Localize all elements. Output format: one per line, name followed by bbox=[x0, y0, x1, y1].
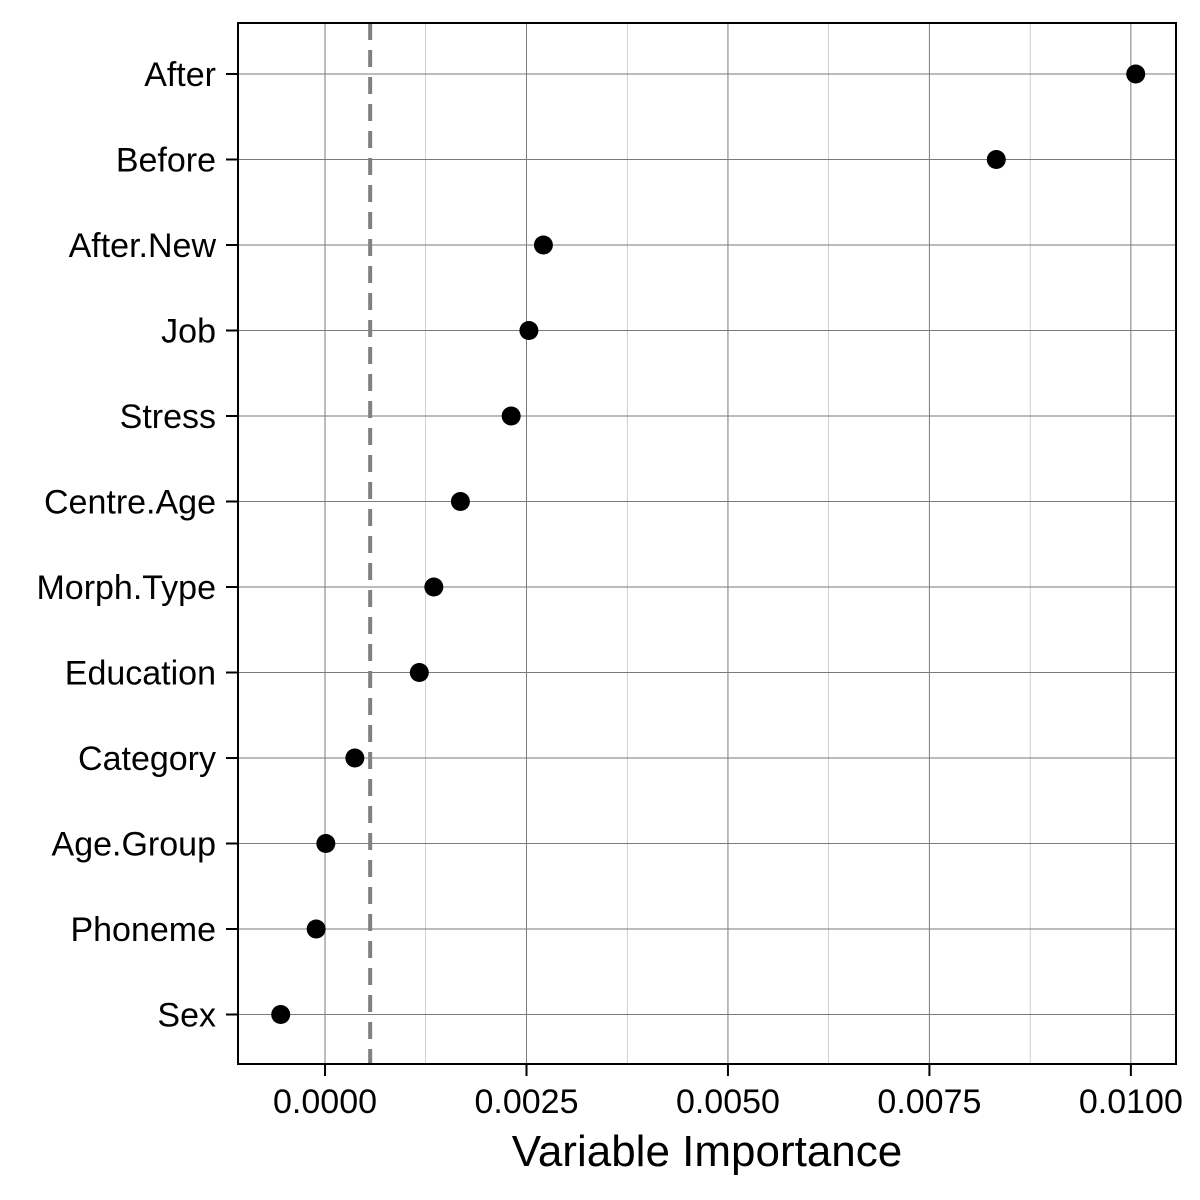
data-point bbox=[1126, 64, 1146, 84]
data-point bbox=[306, 919, 326, 939]
y-tick-label: Phoneme bbox=[70, 911, 216, 949]
data-point bbox=[316, 834, 336, 853]
y-tick-label: Age.Group bbox=[52, 826, 216, 864]
y-axis: After Before After.New Job Stress Centre.Age M… bbox=[36, 56, 238, 1035]
x-tick-label: 0.0075 bbox=[877, 1083, 981, 1121]
y-tick-label: After.New bbox=[69, 227, 217, 265]
data-point bbox=[501, 406, 521, 426]
y-tick-label: After bbox=[144, 56, 216, 94]
x-tick-label: 0.0025 bbox=[474, 1083, 578, 1121]
y-tick-label: Stress bbox=[120, 398, 216, 436]
y-tick-label: Centre.Age bbox=[44, 484, 216, 522]
data-point bbox=[345, 748, 365, 768]
data-point bbox=[424, 577, 444, 597]
data-point bbox=[409, 663, 429, 682]
y-tick-label: Sex bbox=[157, 997, 216, 1035]
data-point bbox=[533, 235, 553, 255]
y-tick-label: Morph.Type bbox=[36, 569, 216, 607]
x-tick-label: 0.0100 bbox=[1079, 1083, 1183, 1121]
y-tick-label: Education bbox=[65, 655, 216, 693]
data-point bbox=[986, 150, 1006, 169]
x-axis-title: Variable Importance bbox=[512, 1127, 903, 1176]
y-tick-label: Before bbox=[116, 142, 216, 180]
data-points bbox=[271, 64, 1146, 1024]
data-point bbox=[450, 492, 470, 511]
data-point bbox=[519, 321, 539, 340]
y-tick-label: Category bbox=[78, 740, 216, 778]
data-point bbox=[271, 1005, 291, 1024]
y-tick-label: Job bbox=[161, 313, 216, 351]
grid-lines bbox=[238, 23, 1176, 1064]
x-tick-label: 0.0050 bbox=[676, 1083, 780, 1121]
x-axis: 0.0000 0.0025 0.0050 0.0075 0.0100 bbox=[273, 1064, 1183, 1121]
x-tick-label: 0.0000 bbox=[273, 1083, 377, 1121]
plot-frame bbox=[237, 22, 1177, 1065]
